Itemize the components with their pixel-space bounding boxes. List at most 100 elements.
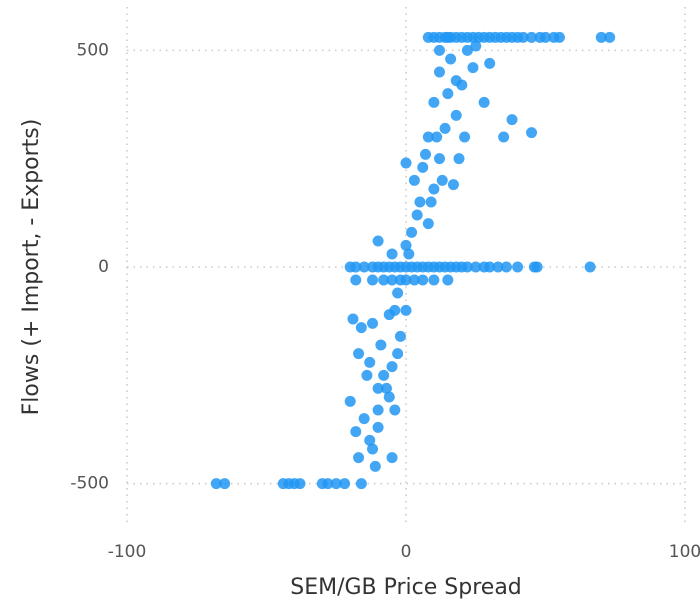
- scatter-point: [553, 31, 565, 43]
- scatter-point: [526, 127, 538, 139]
- x-tick-label: 0: [401, 542, 412, 562]
- scatter-point: [350, 274, 362, 286]
- x-tick-label: -100: [108, 542, 147, 562]
- scatter-point: [584, 261, 596, 273]
- scatter-point: [372, 421, 384, 433]
- scatter-point: [372, 235, 384, 247]
- scatter-point: [450, 109, 462, 121]
- scatter-point: [400, 304, 412, 316]
- scatter-point: [436, 174, 448, 186]
- scatter-point: [372, 382, 384, 394]
- scatter-point: [478, 96, 490, 108]
- scatter-point: [453, 153, 465, 165]
- scatter-point: [470, 40, 482, 52]
- scatter-point: [540, 31, 551, 43]
- scatter-point: [531, 261, 543, 273]
- scatter-point: [431, 131, 443, 143]
- scatter-point: [595, 31, 607, 43]
- scatter-point: [353, 348, 365, 360]
- scatter-point: [442, 274, 454, 286]
- scatter-point: [322, 478, 334, 490]
- scatter-point: [428, 96, 440, 108]
- scatter-point: [389, 404, 401, 416]
- scatter-point: [420, 148, 432, 160]
- scatter-point: [372, 404, 384, 416]
- scatter-point: [517, 31, 529, 43]
- scatter-point: [210, 478, 222, 490]
- scatter-point: [355, 478, 367, 490]
- scatter-point: [411, 209, 423, 221]
- scatter-point: [383, 309, 395, 321]
- scatter-point: [450, 75, 462, 87]
- scatter-point: [406, 226, 418, 238]
- y-tick-label: 500: [77, 40, 109, 60]
- scatter-point: [422, 218, 434, 230]
- scatter-point: [330, 478, 342, 490]
- y-axis-title: Flows (+ Import, - Exports): [19, 119, 44, 416]
- scatter-point: [500, 261, 512, 273]
- scatter-point: [512, 261, 524, 273]
- scatter-point: [414, 196, 426, 208]
- scatter-point: [392, 287, 404, 299]
- scatter-point: [350, 426, 362, 438]
- scatter-point: [408, 274, 420, 286]
- scatter-point: [355, 322, 367, 334]
- scatter-point: [400, 274, 412, 286]
- scatter-point: [350, 261, 362, 273]
- scatter-point: [347, 313, 359, 325]
- x-axis-title: SEM/GB Price Spread: [290, 575, 522, 600]
- scatter-point: [417, 274, 429, 286]
- scatter-point: [506, 114, 518, 126]
- scatter-point: [484, 57, 496, 69]
- scatter-point: [378, 274, 390, 286]
- scatter-point: [369, 460, 381, 472]
- scatter-point: [433, 66, 445, 78]
- scatter-point: [470, 261, 482, 273]
- scatter-point: [461, 44, 473, 56]
- y-tick-label: -500: [70, 474, 109, 494]
- scatter-point: [367, 274, 379, 286]
- scatter-point: [294, 478, 306, 490]
- scatter-point: [364, 434, 376, 446]
- scatter-point: [380, 382, 392, 394]
- scatter-point: [383, 391, 395, 403]
- scatter-point: [461, 261, 473, 273]
- scatter-point: [526, 31, 538, 43]
- scatter-point: [386, 274, 398, 286]
- scatter-point: [445, 53, 457, 65]
- scatter-point: [408, 174, 420, 186]
- scatter-point: [358, 261, 370, 273]
- scatter-point: [386, 361, 398, 373]
- scatter-point: [358, 413, 370, 425]
- scatter-point: [417, 161, 429, 173]
- scatter-point: [219, 478, 231, 490]
- scatter-point: [428, 183, 440, 195]
- scatter-point: [386, 452, 398, 464]
- scatter-point: [367, 317, 379, 329]
- scatter-point: [433, 44, 445, 56]
- scatter-point: [400, 239, 412, 251]
- scatter-point: [344, 395, 356, 407]
- x-tick-label: 100: [669, 542, 700, 562]
- scatter-point: [400, 157, 412, 169]
- scatter-point: [428, 274, 440, 286]
- scatter-point: [425, 196, 437, 208]
- scatter-point: [361, 369, 373, 381]
- scatter-point: [498, 131, 510, 143]
- y-tick-label: 0: [98, 257, 109, 277]
- scatter-point: [392, 348, 404, 360]
- scatter-point: [422, 131, 434, 143]
- scatter-point: [403, 248, 415, 260]
- scatter-point: [364, 356, 376, 368]
- scatter-point: [353, 452, 365, 464]
- scatter-point: [394, 330, 406, 342]
- scatter-point: [439, 122, 451, 134]
- scatter-point: [459, 131, 471, 143]
- scatter-point: [375, 339, 387, 351]
- scatter-point: [442, 88, 454, 100]
- scatter-point: [378, 369, 390, 381]
- scatter-point: [447, 179, 459, 191]
- scatter-point: [604, 31, 616, 43]
- scatter-point: [386, 248, 398, 260]
